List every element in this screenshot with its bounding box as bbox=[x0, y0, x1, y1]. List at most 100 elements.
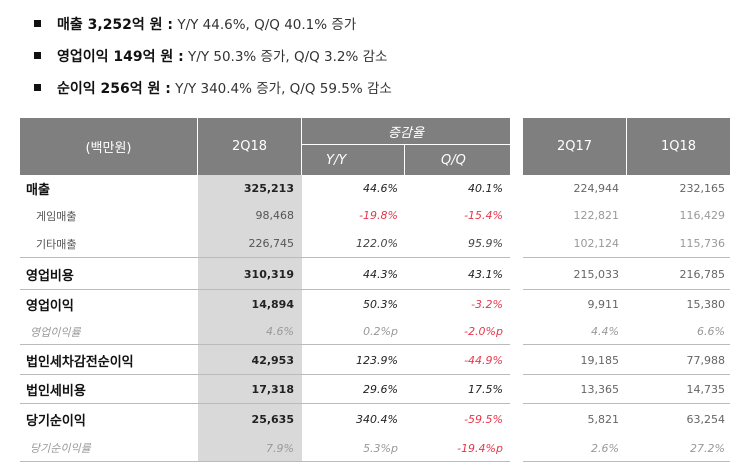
summary-operating-profit: 영업이익 149억 원 : Y/Y 50.3% 증가, Q/Q 3.2% 감소 bbox=[34, 45, 387, 66]
value-1q18: 232,165 bbox=[679, 182, 726, 195]
table-row: 영업비용 310,319 44.3% 43.1% 215,033 216,785 bbox=[0, 258, 745, 290]
table-row: 기타매출 226,745 122.0% 95.9% 102,124 115,736 bbox=[0, 229, 745, 258]
value-1q18: 115,736 bbox=[679, 237, 726, 250]
value-2q17: 224,944 bbox=[573, 182, 620, 195]
summary-text: Y/Y 340.4% 증가, Q/Q 59.5% 감소 bbox=[170, 81, 392, 97]
row-divider bbox=[523, 344, 730, 345]
bullet-icon bbox=[34, 51, 41, 59]
table-row: 게임매출 98,468 -19.8% -15.4% 122,821 116,429 bbox=[0, 202, 745, 229]
value-qq: 43.1% bbox=[468, 267, 503, 281]
value-2q17: 9,911 bbox=[587, 297, 620, 311]
table-row: 영업이익 14,894 50.3% -3.2% 9,911 15,380 bbox=[0, 290, 745, 318]
value-2q18: 4.6% bbox=[266, 325, 294, 338]
summary-net-income: 순이익 256억 원 : Y/Y 340.4% 증가, Q/Q 59.5% 감소 bbox=[34, 77, 392, 98]
value-yy: 122.0% bbox=[356, 237, 398, 250]
value-2q18: 310,319 bbox=[243, 267, 294, 281]
row-label: 당기순이익 bbox=[26, 413, 86, 429]
header-qq: Q/Q bbox=[405, 145, 510, 175]
value-1q18: 14,735 bbox=[686, 383, 726, 396]
value-2q18: 7.9% bbox=[266, 441, 294, 455]
value-1q18: 77,988 bbox=[686, 353, 726, 367]
row-label: 당기순이익률 bbox=[30, 442, 91, 455]
value-yy: 44.6% bbox=[363, 182, 398, 195]
summary-revenue: 매출 3,252억 원 : Y/Y 44.6%, Q/Q 40.1% 증가 bbox=[34, 13, 356, 34]
value-1q18: 216,785 bbox=[679, 267, 726, 281]
value-2q17: 2.6% bbox=[591, 441, 619, 455]
summary-label: 영업이익 149억 원 : bbox=[57, 49, 184, 65]
value-yy: 123.9% bbox=[356, 353, 398, 367]
row-divider bbox=[20, 344, 510, 345]
table-row: 당기순이익 25,635 340.4% -59.5% 5,821 63,254 bbox=[0, 404, 745, 434]
value-2q17: 4.4% bbox=[591, 325, 619, 338]
row-label: 법인세비용 bbox=[26, 384, 86, 399]
row-label: 게임매출 bbox=[36, 209, 77, 223]
table-row: 영업이익률 4.6% 0.2%p -2.0%p 4.4% 6.6% bbox=[0, 318, 745, 345]
value-2q18: 226,745 bbox=[248, 237, 295, 250]
summary-label: 매출 3,252억 원 : bbox=[57, 17, 174, 33]
row-label: 영업이익률 bbox=[30, 325, 81, 339]
row-divider bbox=[20, 461, 510, 462]
value-qq: -15.4% bbox=[464, 209, 503, 222]
value-1q18: 15,380 bbox=[686, 297, 726, 311]
value-1q18: 63,254 bbox=[686, 412, 726, 426]
value-qq: 40.1% bbox=[468, 182, 503, 195]
value-qq: -19.4%p bbox=[457, 441, 503, 455]
row-label: 법인세차감전순이익 bbox=[26, 354, 134, 370]
bullet-icon bbox=[34, 19, 41, 27]
row-divider bbox=[523, 374, 730, 375]
value-yy: 50.3% bbox=[363, 297, 398, 311]
row-divider bbox=[20, 403, 510, 404]
value-1q18: 6.6% bbox=[697, 325, 725, 338]
value-2q17: 122,821 bbox=[573, 209, 620, 222]
value-2q18: 98,468 bbox=[255, 209, 295, 222]
row-divider bbox=[20, 289, 510, 290]
table-row: 법인세비용 17,318 29.6% 17.5% 13,365 14,735 bbox=[0, 375, 745, 404]
table-row: 매출 325,213 44.6% 40.1% 224,944 232,165 bbox=[0, 175, 745, 202]
value-2q18: 17,318 bbox=[251, 383, 294, 396]
value-2q17: 102,124 bbox=[573, 237, 620, 250]
value-1q18: 27.2% bbox=[690, 441, 725, 455]
row-label: 영업비용 bbox=[26, 268, 74, 284]
header-growth: 증감율 bbox=[302, 118, 510, 144]
value-yy: 29.6% bbox=[363, 383, 398, 396]
value-2q17: 5,821 bbox=[587, 412, 620, 426]
row-divider bbox=[523, 257, 730, 258]
value-yy: 0.2%p bbox=[363, 325, 398, 338]
value-2q18: 14,894 bbox=[251, 297, 294, 311]
row-label: 매출 bbox=[26, 183, 50, 198]
row-divider bbox=[523, 403, 730, 404]
value-qq: -3.2% bbox=[471, 297, 503, 311]
value-qq: 17.5% bbox=[468, 383, 503, 396]
header-1q18: 1Q18 bbox=[627, 118, 730, 175]
header-2q18: 2Q18 bbox=[198, 118, 301, 175]
row-divider bbox=[523, 289, 730, 290]
row-label: 영업이익 bbox=[26, 298, 74, 314]
value-qq: 95.9% bbox=[468, 237, 503, 250]
value-2q17: 13,365 bbox=[580, 383, 620, 396]
value-2q18: 42,953 bbox=[251, 353, 294, 367]
header-2q17: 2Q17 bbox=[523, 118, 626, 175]
table-row: 법인세차감전순이익 42,953 123.9% -44.9% 19,185 77,988 bbox=[0, 345, 745, 375]
header-unit: (백만원) bbox=[20, 118, 197, 175]
value-2q18: 325,213 bbox=[243, 182, 294, 195]
value-yy: 5.3%p bbox=[363, 441, 398, 455]
value-qq: -2.0%p bbox=[464, 325, 503, 338]
value-yy: -19.8% bbox=[359, 209, 398, 222]
value-yy: 44.3% bbox=[363, 267, 398, 281]
value-2q17: 215,033 bbox=[573, 267, 620, 281]
row-divider bbox=[20, 374, 510, 375]
row-divider bbox=[523, 461, 730, 462]
summary-label: 순이익 256억 원 : bbox=[57, 81, 171, 97]
bullet-icon bbox=[34, 83, 41, 91]
value-qq: -44.9% bbox=[464, 353, 503, 367]
summary-text: Y/Y 50.3% 증가, Q/Q 3.2% 감소 bbox=[183, 49, 388, 65]
table-row: 당기순이익률 7.9% 5.3%p -19.4%p 2.6% 27.2% bbox=[0, 434, 745, 462]
row-divider bbox=[20, 257, 510, 258]
header-yy: Y/Y bbox=[302, 145, 404, 175]
row-label: 기타매출 bbox=[36, 237, 77, 251]
summary-text: Y/Y 44.6%, Q/Q 40.1% 증가 bbox=[173, 17, 357, 33]
value-1q18: 116,429 bbox=[679, 209, 726, 222]
value-2q17: 19,185 bbox=[580, 353, 620, 367]
value-2q18: 25,635 bbox=[251, 412, 294, 426]
value-qq: -59.5% bbox=[464, 412, 503, 426]
